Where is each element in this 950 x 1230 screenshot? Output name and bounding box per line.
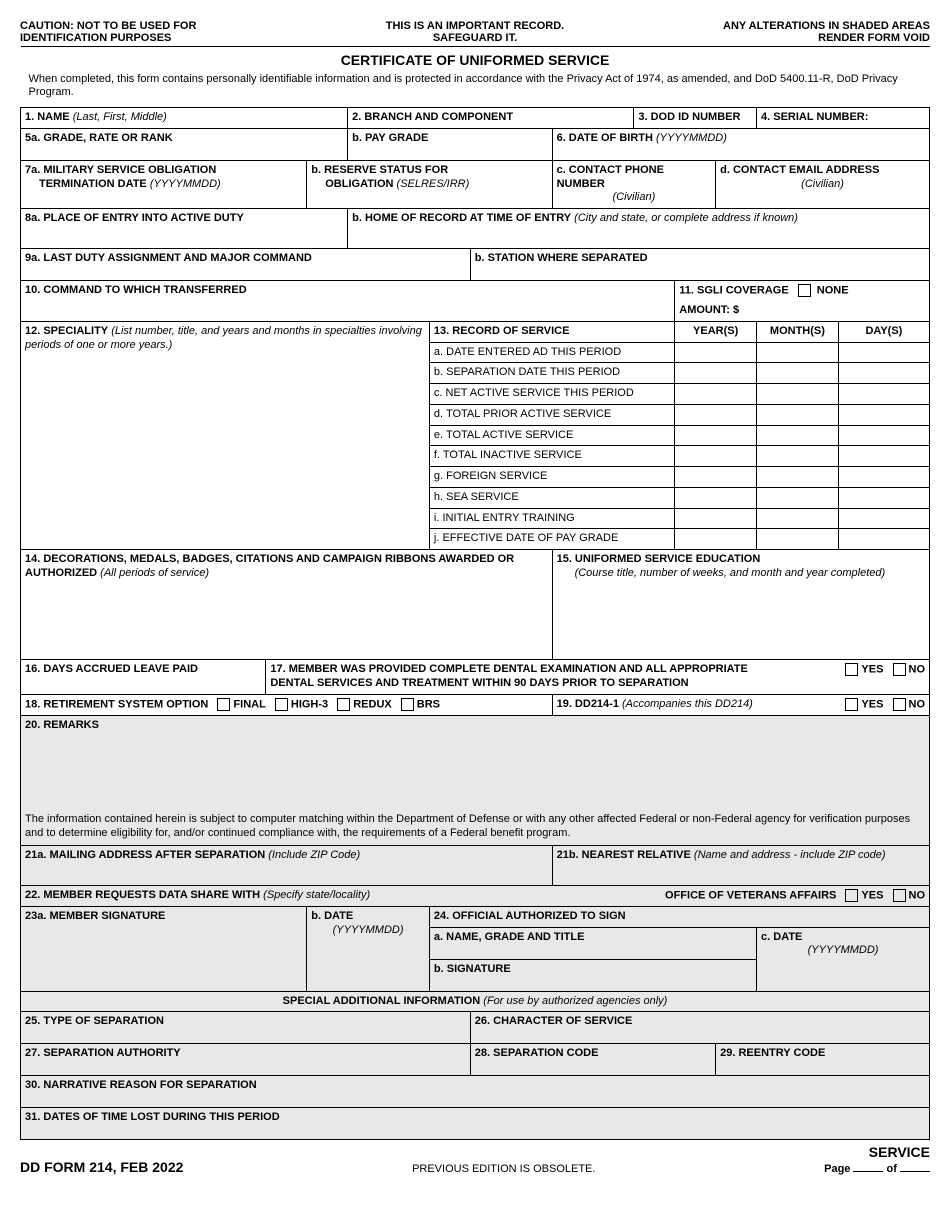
field-3-dodid: 3. DOD ID NUMBER — [634, 108, 757, 129]
form-number: DD FORM 214, FEB 2022 — [20, 1159, 183, 1175]
field-25-type: 25. TYPE OF SEPARATION — [21, 1012, 471, 1044]
checkbox-dd2141-no[interactable] — [893, 698, 906, 711]
field-19-dd2141: 19. DD214-1 (Accompanies this DD214) YES… — [552, 694, 929, 715]
rec-i: i. INITIAL ENTRY TRAINING — [429, 508, 674, 529]
important-line2: SAFEGUARD IT. — [323, 32, 626, 44]
field-11-sgli: 11. SGLI COVERAGE NONE AMOUNT: $ — [675, 281, 930, 322]
field-5a-grade: 5a. GRADE, RATE OR RANK — [21, 128, 348, 160]
rec-j: j. EFFECTIVE DATE OF PAY GRADE — [429, 529, 674, 550]
col-years: YEAR(S) — [675, 321, 757, 342]
checkbox-final[interactable] — [217, 698, 230, 711]
field-29-reentry: 29. REENTRY CODE — [716, 1044, 930, 1076]
header: CAUTION: NOT TO BE USED FOR IDENTIFICATI… — [20, 20, 930, 44]
caution-line2: IDENTIFICATION PURPOSES — [20, 32, 323, 44]
field-24b-signature: b. SIGNATURE — [429, 959, 756, 991]
important-line1: THIS IS AN IMPORTANT RECORD. — [323, 20, 626, 32]
field-15-education: 15. UNIFORMED SERVICE EDUCATION (Course … — [552, 550, 929, 660]
field-31-timelost: 31. DATES OF TIME LOST DURING THIS PERIO… — [21, 1108, 930, 1140]
checkbox-va-yes[interactable] — [845, 889, 858, 902]
alteration-line1: ANY ALTERATIONS IN SHADED AREAS — [627, 20, 930, 32]
checkbox-high3[interactable] — [275, 698, 288, 711]
field-21a-mailing: 21a. MAILING ADDRESS AFTER SEPARATION (I… — [21, 845, 553, 885]
field-10-command: 10. COMMAND TO WHICH TRANSFERRED — [21, 281, 675, 322]
field-7a-termination: 7a. MILITARY SERVICE OBLIGATION TERMINAT… — [21, 160, 307, 208]
field-30-narrative: 30. NARRATIVE REASON FOR SEPARATION — [21, 1076, 930, 1108]
form-table: CERTIFICATE OF UNIFORMED SERVICE When co… — [20, 46, 930, 1140]
checkbox-redux[interactable] — [337, 698, 350, 711]
sai-header: SPECIAL ADDITIONAL INFORMATION (For use … — [21, 991, 930, 1012]
field-9a-lastduty: 9a. LAST DUTY ASSIGNMENT AND MAJOR COMMA… — [21, 249, 471, 281]
field-7b-reserve: b. RESERVE STATUS FOR OBLIGATION (SELRES… — [307, 160, 552, 208]
field-20-remarks: 20. REMARKS The information contained he… — [21, 715, 930, 845]
privacy-note: When completed, this form contains perso… — [29, 73, 922, 101]
field-23a-signature: 23a. MEMBER SIGNATURE — [21, 906, 307, 991]
field-14-decorations: 14. DECORATIONS, MEDALS, BADGES, CITATIO… — [21, 550, 553, 660]
field-17-dental: 17. MEMBER WAS PROVIDED COMPLETE DENTAL … — [266, 660, 930, 695]
alteration-line2: RENDER FORM VOID — [627, 32, 930, 44]
page-current — [853, 1160, 883, 1172]
checkbox-va-no[interactable] — [893, 889, 906, 902]
service-label: SERVICE — [824, 1144, 930, 1160]
caution-line1: CAUTION: NOT TO BE USED FOR — [20, 20, 323, 32]
field-24c-date: c. DATE (YYYYMMDD) — [757, 927, 930, 991]
col-days: DAY(S) — [838, 321, 929, 342]
checkbox-none[interactable] — [798, 284, 811, 297]
field-16-leave: 16. DAYS ACCRUED LEAVE PAID — [21, 660, 266, 695]
rec-g: g. FOREIGN SERVICE — [429, 467, 674, 488]
rec-c: c. NET ACTIVE SERVICE THIS PERIOD — [429, 384, 674, 405]
certificate-title: CERTIFICATE OF UNIFORMED SERVICE — [25, 52, 926, 70]
field-6-dob: 6. DATE OF BIRTH (YYYYMMDD) — [552, 128, 929, 160]
field-1-name: 1. NAME (Last, First, Middle) — [21, 108, 348, 129]
field-24-official: 24. OFFICIAL AUTHORIZED TO SIGN — [429, 906, 929, 927]
field-28-sepcode: 28. SEPARATION CODE — [470, 1044, 715, 1076]
checkbox-dental-yes[interactable] — [845, 663, 858, 676]
page-total — [900, 1160, 930, 1172]
field-21b-relative: 21b. NEAREST RELATIVE (Name and address … — [552, 845, 929, 885]
field-18-retirement: 18. RETIREMENT SYSTEM OPTION FINAL HIGH-… — [21, 694, 553, 715]
field-2-branch: 2. BRANCH AND COMPONENT — [348, 108, 634, 129]
field-27-authority: 27. SEPARATION AUTHORITY — [21, 1044, 471, 1076]
col-months: MONTH(S) — [757, 321, 839, 342]
checkbox-dental-no[interactable] — [893, 663, 906, 676]
field-22-datashare: 22. MEMBER REQUESTS DATA SHARE WITH (Spe… — [21, 885, 930, 906]
footer: DD FORM 214, FEB 2022 PREVIOUS EDITION I… — [20, 1144, 930, 1175]
rec-d: d. TOTAL PRIOR ACTIVE SERVICE — [429, 404, 674, 425]
checkbox-dd2141-yes[interactable] — [845, 698, 858, 711]
checkbox-brs[interactable] — [401, 698, 414, 711]
field-24a-name: a. NAME, GRADE AND TITLE — [429, 927, 756, 959]
field-8b-home: b. HOME OF RECORD AT TIME OF ENTRY (City… — [348, 209, 930, 249]
field-12-speciality: 12. SPECIALITY (List number, title, and … — [21, 321, 430, 549]
field-7d-email: d. CONTACT EMAIL ADDRESS (Civilian) — [716, 160, 930, 208]
field-9b-station: b. STATION WHERE SEPARATED — [470, 249, 929, 281]
obsolete-note: PREVIOUS EDITION IS OBSOLETE. — [183, 1163, 824, 1175]
rec-e: e. TOTAL ACTIVE SERVICE — [429, 425, 674, 446]
rec-a: a. DATE ENTERED AD THIS PERIOD — [429, 342, 674, 363]
field-26-character: 26. CHARACTER OF SERVICE — [470, 1012, 929, 1044]
field-23b-date: b. DATE (YYYYMMDD) — [307, 906, 430, 991]
field-13-title: 13. RECORD OF SERVICE — [429, 321, 674, 342]
rec-b: b. SEPARATION DATE THIS PERIOD — [429, 363, 674, 384]
field-4-serial: 4. SERIAL NUMBER: — [757, 108, 930, 129]
rec-h: h. SEA SERVICE — [429, 487, 674, 508]
field-5b-paygrade: b. PAY GRADE — [348, 128, 552, 160]
rec-f: f. TOTAL INACTIVE SERVICE — [429, 446, 674, 467]
field-7c-phone: c. CONTACT PHONE NUMBER (Civilian) — [552, 160, 716, 208]
field-8a-entry: 8a. PLACE OF ENTRY INTO ACTIVE DUTY — [21, 209, 348, 249]
